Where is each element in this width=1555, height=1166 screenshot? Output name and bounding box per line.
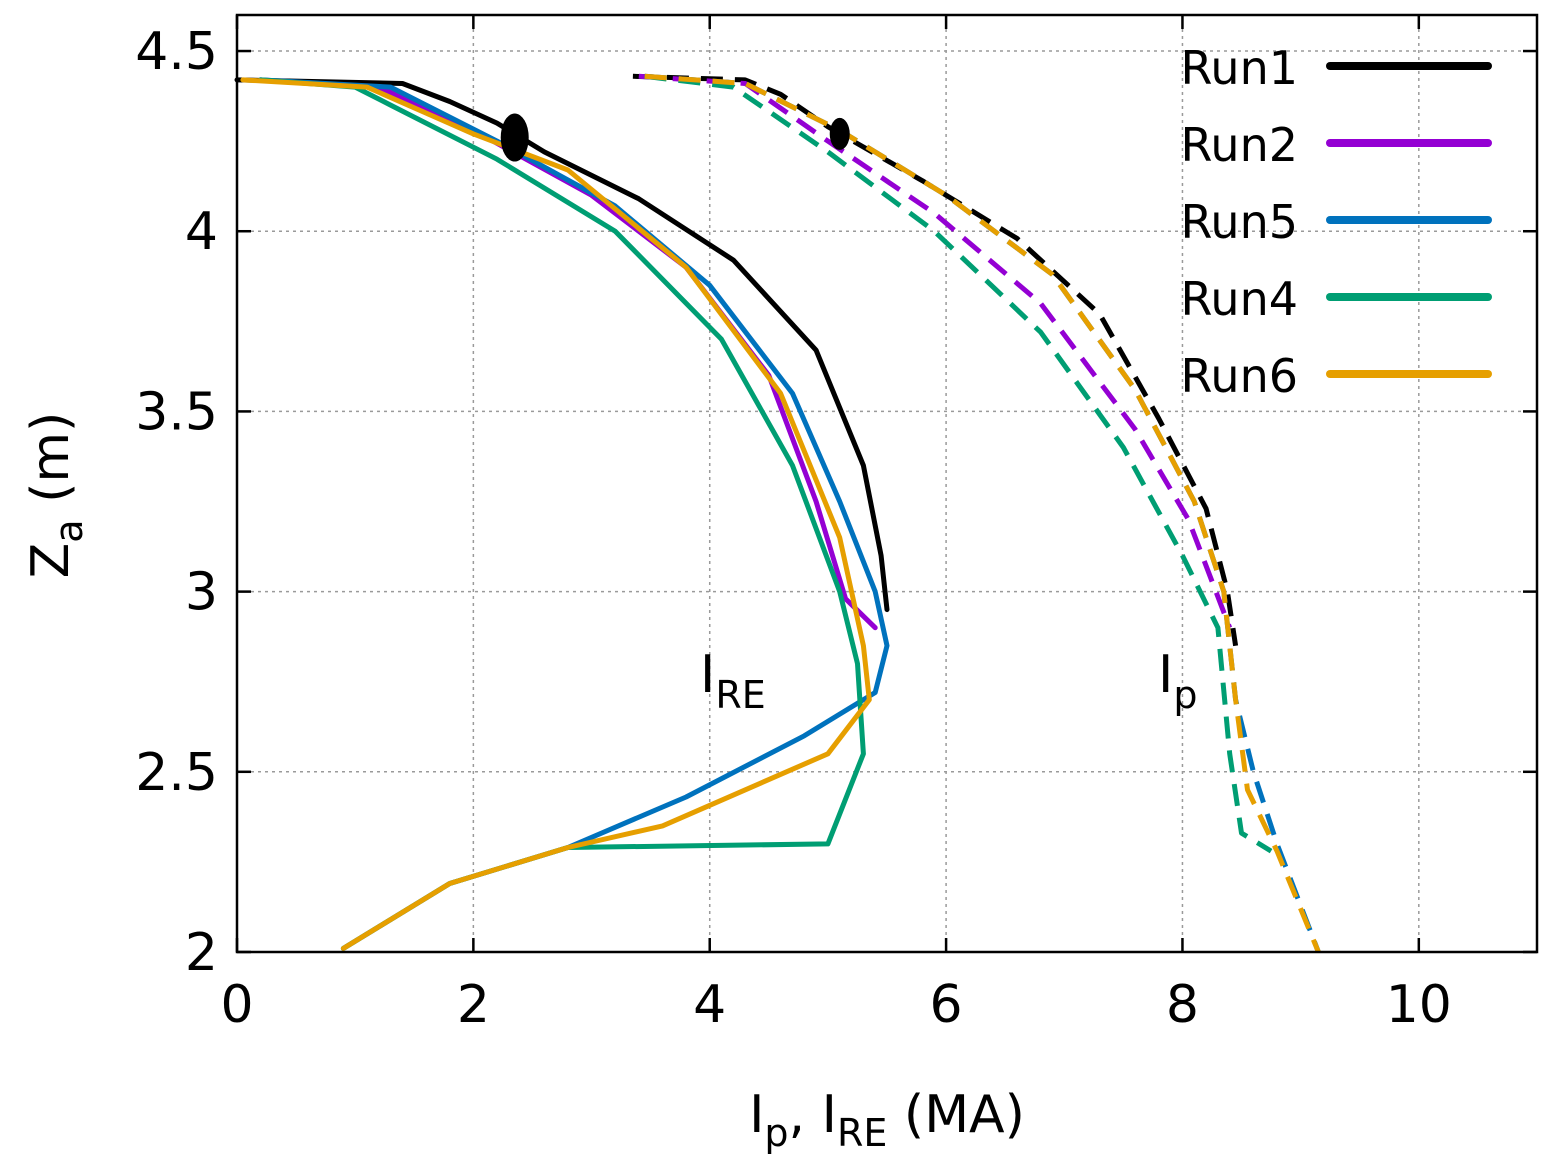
plot-frame [235,13,1539,954]
series-ire-run1 [234,77,890,613]
legend-label: Run2 [1181,118,1298,172]
grid [237,15,1537,952]
marker-layer [500,113,850,162]
legend-label: Run5 [1181,195,1298,249]
series-ip-run6 [644,73,1321,953]
annotation-main: I [700,645,715,705]
x-tick-label: 6 [930,975,963,1035]
annotation-sub: p [1173,673,1197,717]
series-ip-run4 [644,73,1273,854]
series-ire-run6 [240,77,872,951]
annotations: IRE Ip [700,645,1197,717]
y-tick-label: 3.5 [135,382,218,442]
x-label-sub-re: RE [837,1111,887,1155]
x-tick-label: 0 [220,975,253,1035]
x-tick-label: 10 [1386,975,1452,1035]
legend-label: Run4 [1181,272,1298,326]
x-tick-label: 2 [457,975,490,1035]
legend-label: Run6 [1181,349,1298,403]
annotation-main: I [1158,645,1173,705]
x-label-main: I [749,1085,764,1145]
run1-ip-marker [829,117,850,150]
series-ip-run1 [632,73,1239,647]
series-ire-run5 [258,77,890,951]
y-label-sub: a [47,519,91,542]
series-ire-run4 [258,77,866,951]
y-label-tail: (m) [21,412,81,520]
y-tick-label: 2.5 [135,743,218,803]
y-label-main: Z [21,543,81,579]
annotation-p: Ip [1158,645,1197,717]
annotation-sub: RE [715,673,765,717]
run1-ire-marker [500,113,529,162]
annotation-re: IRE [700,645,766,717]
x-axis-label: Ip, IRE (MA) [749,1085,1025,1155]
y-tick-label: 4.5 [135,22,218,82]
x-label-tail: (MA) [887,1085,1025,1145]
x-tick-label: 8 [1166,975,1199,1035]
y-tick-label: 2 [185,923,218,983]
legend-label: Run1 [1181,41,1298,95]
y-axis-label: Za (m) [21,412,91,579]
series-layer [234,73,1321,953]
x-tick-label: 4 [693,975,726,1035]
legend: Run1 Run2 Run5 Run4 Run6 [1181,41,1492,403]
y-tick-label: 3 [185,563,218,623]
x-label-mid: , I [789,1085,837,1145]
x-label-sub-p: p [764,1111,788,1155]
y-tick-label: 4 [185,202,218,262]
